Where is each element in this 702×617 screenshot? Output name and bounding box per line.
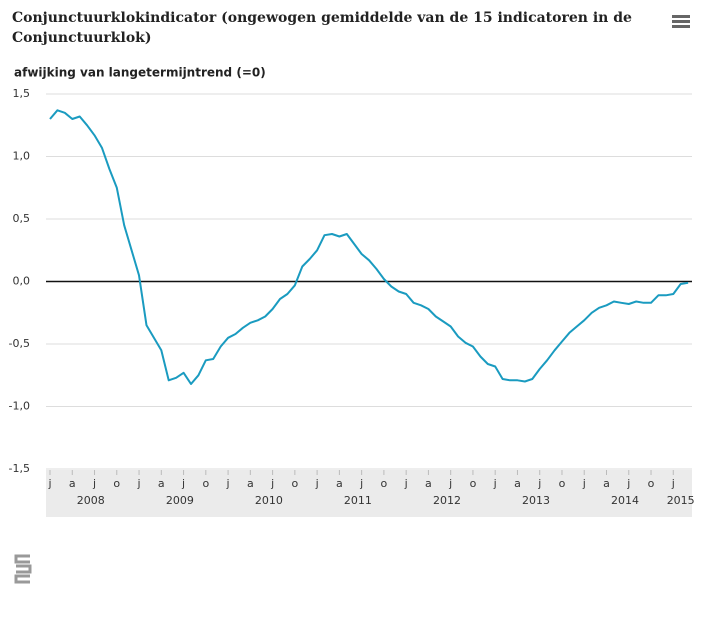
chart-title: Conjunctuurklokindicator (ongewogen gemi… <box>12 10 632 46</box>
x-tick-label: a <box>69 477 76 490</box>
x-axis-band <box>46 470 692 517</box>
menu-bar[interactable] <box>672 15 690 18</box>
x-tick-label: j <box>226 477 230 490</box>
year-label: 2011 <box>344 494 372 507</box>
x-tick-label: o <box>113 477 120 490</box>
x-tick-label: j <box>448 477 452 490</box>
x-tick-label: o <box>381 477 388 490</box>
year-label: 2014 <box>611 494 639 507</box>
y-axis-label: afwijking van langetermijntrend (=0) <box>14 66 266 80</box>
x-tick-label: j <box>404 477 408 490</box>
line <box>49 109 689 385</box>
menu-bar[interactable] <box>672 20 690 23</box>
x-tick-label: j <box>359 477 363 490</box>
x-tick-label: o <box>291 477 298 490</box>
x-tick-label: j <box>47 477 51 490</box>
y-tick-label: 1,0 <box>13 150 31 163</box>
y-tick-label: -0,5 <box>9 337 30 350</box>
y-tick-label: 0,5 <box>13 212 31 225</box>
y-tick-label: 1,5 <box>13 87 31 100</box>
x-tick-label: o <box>648 477 655 490</box>
logo <box>14 554 32 584</box>
x-tick-label: j <box>493 477 497 490</box>
y-tick-label: -1,0 <box>9 400 30 413</box>
menu-icon[interactable] <box>672 15 690 28</box>
x-tick-label: a <box>514 477 521 490</box>
x-tick-label: o <box>470 477 477 490</box>
x-tick-label: a <box>158 477 165 490</box>
x-tick-label: o <box>202 477 209 490</box>
x-tick-label: a <box>336 477 343 490</box>
x-tick-label: a <box>603 477 610 490</box>
x-tick-label: j <box>582 477 586 490</box>
year-label: 2009 <box>166 494 194 507</box>
x-tick-label: j <box>537 477 541 490</box>
year-label: 2013 <box>522 494 550 507</box>
x-tick-label: a <box>247 477 254 490</box>
year-label: 2008 <box>77 494 105 507</box>
menu-bar[interactable] <box>672 25 690 28</box>
logo-shape <box>14 554 32 584</box>
x-tick-label: j <box>137 477 141 490</box>
x-tick-label: j <box>315 477 319 490</box>
x-tick-label: j <box>270 477 274 490</box>
x-tick-label: j <box>181 477 185 490</box>
year-label: 2012 <box>433 494 461 507</box>
x-tick-label: o <box>559 477 566 490</box>
y-tick-label: 0,0 <box>13 275 31 288</box>
x-tick-label: j <box>671 477 675 490</box>
x-tick-label: j <box>626 477 630 490</box>
y-tick-label: -1,5 <box>9 462 30 475</box>
x-tick-label: j <box>92 477 96 490</box>
year-label: 2010 <box>255 494 283 507</box>
year-label: 2015 <box>667 494 695 507</box>
x-tick-label: a <box>425 477 432 490</box>
